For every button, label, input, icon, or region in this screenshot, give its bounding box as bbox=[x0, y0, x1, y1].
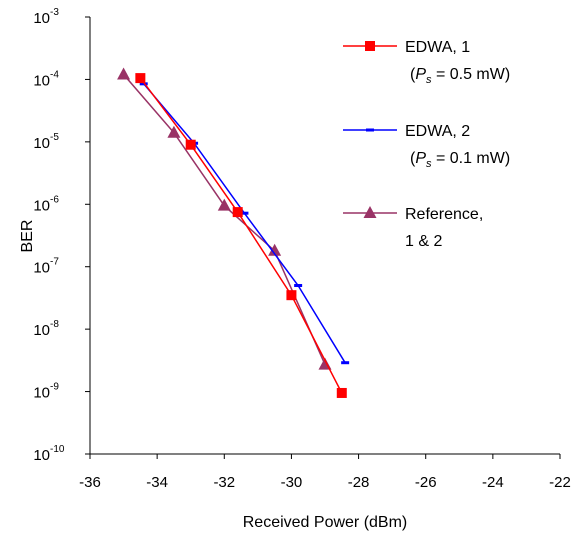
x-tick-label: -30 bbox=[281, 474, 303, 491]
legend: EDWA, 1 (Ps = 0.5 mW) EDWA, 2 (Ps = 0.1 mW)… bbox=[343, 39, 510, 250]
plot-frame bbox=[89, 17, 560, 455]
y-tick-label: 10 bbox=[33, 135, 50, 152]
legend-item: Reference, 1 & 2 bbox=[343, 206, 483, 250]
x-tick-label: -32 bbox=[213, 474, 235, 491]
legend-item: EDWA, 1 (Ps = 0.5 mW) bbox=[343, 39, 510, 86]
series-layer bbox=[117, 67, 350, 398]
legend-label: EDWA, 1 bbox=[405, 39, 470, 56]
y-tick-label: 10 bbox=[33, 260, 50, 277]
data-point bbox=[117, 67, 131, 80]
series-square bbox=[135, 73, 347, 398]
x-tick-label: -36 bbox=[79, 474, 101, 491]
data-point bbox=[366, 128, 374, 132]
legend-label-line2: (Ps = 0.5 mW) bbox=[410, 66, 510, 86]
y-tick-exponent: -8 bbox=[50, 319, 59, 330]
legend-label: EDWA, 2 bbox=[405, 123, 470, 140]
series-triangle bbox=[117, 67, 332, 370]
data-point bbox=[185, 139, 196, 150]
series-line bbox=[123, 74, 326, 365]
x-axis-ticks: -36 -34 -32 -30 -28 -26 -24 -22 bbox=[79, 454, 571, 491]
y-tick-label: 10 bbox=[33, 72, 50, 89]
data-point bbox=[240, 211, 249, 215]
data-point bbox=[268, 243, 282, 256]
data-point bbox=[139, 82, 148, 86]
y-axis-label: BER bbox=[19, 220, 36, 253]
y-tick-label: 10 bbox=[33, 385, 50, 402]
y-tick-label: 10 bbox=[33, 447, 50, 464]
y-tick-exponent: -9 bbox=[50, 382, 59, 393]
data-point bbox=[336, 387, 347, 398]
data-point bbox=[217, 198, 231, 211]
data-point bbox=[135, 73, 146, 84]
legend-label-line2: 1 & 2 bbox=[405, 233, 442, 250]
data-point bbox=[365, 41, 375, 51]
data-point bbox=[286, 290, 297, 301]
x-tick-label: -22 bbox=[549, 474, 571, 491]
y-tick-label: 10 bbox=[33, 322, 50, 339]
y-tick-exponent: -4 bbox=[50, 69, 59, 80]
x-tick-label: -26 bbox=[415, 474, 437, 491]
y-tick-exponent: -10 bbox=[50, 444, 65, 455]
y-axis-ticks: 10-310-410-510-610-710-810-910-10 bbox=[33, 7, 90, 464]
data-point bbox=[167, 125, 181, 138]
x-axis-label: Received Power (dBm) bbox=[243, 514, 408, 531]
y-tick-exponent: -5 bbox=[50, 132, 59, 143]
data-point bbox=[363, 206, 377, 218]
legend-item: EDWA, 2 (Ps = 0.1 mW) bbox=[343, 123, 510, 170]
data-point bbox=[341, 361, 350, 365]
y-tick-label: 10 bbox=[33, 197, 50, 214]
x-tick-label: -34 bbox=[146, 474, 168, 491]
data-point bbox=[232, 207, 243, 218]
legend-label: Reference, bbox=[405, 206, 483, 223]
y-tick-exponent: -3 bbox=[50, 7, 59, 18]
y-tick-exponent: -6 bbox=[50, 194, 59, 205]
series-line bbox=[139, 77, 343, 394]
x-tick-label: -24 bbox=[482, 474, 504, 491]
y-tick-label: 10 bbox=[33, 10, 50, 27]
y-tick-exponent: -7 bbox=[50, 257, 59, 268]
data-point bbox=[294, 284, 303, 288]
x-tick-label: -28 bbox=[348, 474, 370, 491]
legend-label-line2: (Ps = 0.1 mW) bbox=[410, 150, 510, 170]
